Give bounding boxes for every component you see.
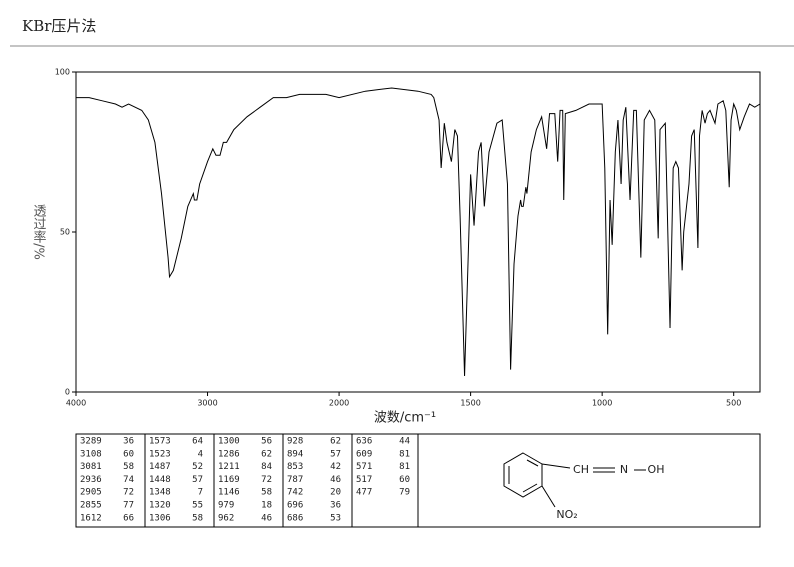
structure-label: CH [573,463,589,476]
peak-wavenumber: 3081 [80,462,102,472]
peak-transmittance: 81 [399,449,410,459]
peak-transmittance: 72 [123,488,134,498]
peak-transmittance: 46 [261,513,272,523]
peak-transmittance: 66 [123,513,134,523]
x-tick-label: 2000 [329,399,349,408]
peak-transmittance: 18 [261,501,272,511]
peak-wavenumber: 1286 [218,449,240,459]
peak-transmittance: 44 [399,437,410,447]
peak-transmittance: 52 [192,462,203,472]
peak-wavenumber: 1487 [149,462,171,472]
peak-wavenumber: 517 [356,475,372,485]
peak-wavenumber: 894 [287,449,303,459]
peak-transmittance: 64 [192,437,203,447]
peak-wavenumber: 1612 [80,513,102,523]
peak-wavenumber: 742 [287,488,303,498]
peak-transmittance: 4 [198,449,203,459]
peak-wavenumber: 1320 [149,501,171,511]
peak-wavenumber: 686 [287,513,303,523]
structure-label: N [620,463,628,476]
peak-transmittance: 60 [123,449,134,459]
peak-wavenumber: 2905 [80,488,102,498]
bond [541,485,556,508]
peak-transmittance: 46 [330,475,341,485]
peak-wavenumber: 979 [218,501,234,511]
x-tick-label: 1000 [592,399,612,408]
peak-wavenumber: 1523 [149,449,171,459]
peak-wavenumber: 1169 [218,475,240,485]
x-tick-label: 1500 [460,399,480,408]
peak-transmittance: 56 [261,437,272,447]
peak-transmittance: 7 [198,488,203,498]
peak-transmittance: 36 [330,501,341,511]
peak-transmittance: 84 [261,462,272,472]
peak-transmittance: 57 [330,449,341,459]
bond [541,463,571,469]
x-tick-label: 4000 [66,399,86,408]
peak-wavenumber: 609 [356,449,372,459]
structure-label: NO₂ [556,508,577,521]
peak-transmittance: 58 [123,462,134,472]
peak-wavenumber: 1448 [149,475,171,485]
benzene-ring [503,452,543,498]
page-title: KBr压片法 [22,17,96,35]
peak-wavenumber: 2855 [80,501,102,511]
peak-wavenumber: 571 [356,462,372,472]
peak-wavenumber: 1573 [149,437,171,447]
peak-transmittance: 58 [192,513,203,523]
y-axis-label: 透过率/% [31,204,47,260]
peak-wavenumber: 3108 [80,449,102,459]
x-tick-label: 3000 [197,399,217,408]
peak-wavenumber: 962 [218,513,234,523]
peak-transmittance: 81 [399,462,410,472]
peak-transmittance: 74 [123,475,134,485]
peak-transmittance: 58 [261,488,272,498]
peak-wavenumber: 1306 [149,513,171,523]
peak-transmittance: 42 [330,462,341,472]
peak-wavenumber: 2936 [80,475,102,485]
peak-wavenumber: 853 [287,462,303,472]
ring-bond [526,459,539,467]
peak-wavenumber: 696 [287,501,303,511]
peak-wavenumber: 1300 [218,437,240,447]
plot-frame [75,71,761,393]
y-tick-label: 100 [55,68,70,77]
peak-wavenumber: 1146 [218,488,240,498]
ring-bond [522,483,538,493]
peak-transmittance: 53 [330,513,341,523]
structure [503,452,646,508]
peak-transmittance: 36 [123,437,134,447]
spectrum-line [76,87,761,377]
peak-wavenumber: 928 [287,437,303,447]
peak-wavenumber: 787 [287,475,303,485]
peak-wavenumber: 3289 [80,437,102,447]
peak-wavenumber: 636 [356,437,372,447]
peak-transmittance: 77 [123,501,134,511]
peak-transmittance: 62 [330,437,341,447]
structure-label: OH [648,463,665,476]
peak-wavenumber: 1348 [149,488,171,498]
peak-transmittance: 20 [330,488,341,498]
peak-transmittance: 62 [261,449,272,459]
peak-transmittance: 72 [261,475,272,485]
peak-transmittance: 55 [192,501,203,511]
peak-transmittance: 79 [399,488,410,498]
peak-transmittance: 57 [192,475,203,485]
peak-wavenumber: 477 [356,488,372,498]
peak-wavenumber: 1211 [218,462,240,472]
y-tick-label: 0 [65,388,70,397]
x-axis-label: 波数/cm⁻¹ [374,411,436,426]
peak-transmittance: 60 [399,475,410,485]
x-tick-label: 500 [726,399,741,408]
y-tick-label: 50 [60,228,70,237]
